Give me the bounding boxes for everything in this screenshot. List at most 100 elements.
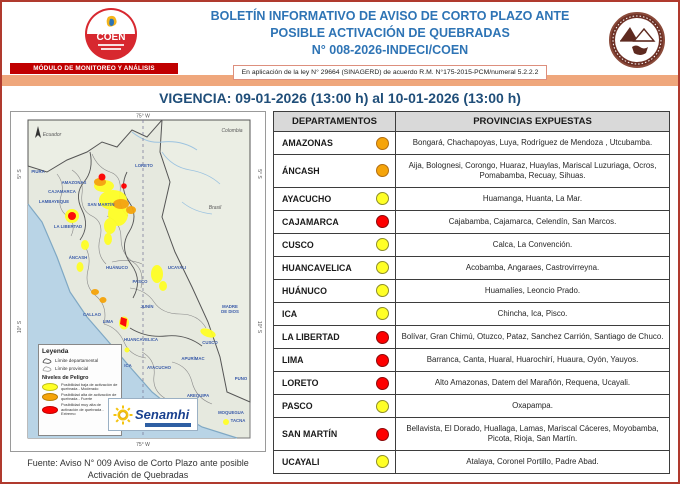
department-name: LA LIBERTAD (282, 332, 340, 343)
indeci-seal-icon (609, 12, 665, 68)
hazard-level-dot (376, 215, 389, 229)
senamhi-wordmark: Senamhi (135, 407, 190, 422)
department-name: AMAZONAS (282, 138, 333, 149)
hazard-level-dot (376, 261, 389, 275)
provinces-list: Huamanga, Huanta, La Mar. (395, 186, 670, 211)
map-label-cajamarca: CAJAMARCA (48, 189, 76, 194)
map-section: Ecuador Colombia PIURA LORETO AMAZONAS CAJAMA… (10, 111, 266, 481)
provinces-list: Barranca, Canta, Huaral, Huarochirí, Hua… (395, 348, 670, 373)
table-row: CAJAMARCA Cajabamba, Cajamarca, Celendín,… (273, 209, 670, 234)
map-label-ecuador: Ecuador (43, 132, 62, 138)
senamhi-tagline-bar (145, 423, 191, 427)
hazard-level-dot (376, 238, 389, 252)
module-banner: MÓDULO DE MONITOREO Y ANÁLISIS (10, 63, 178, 74)
title-line1: BOLETÍN INFORMATIVO DE AVISO DE CORTO PL… (210, 9, 570, 40)
department-name: ÁNCASH (282, 165, 320, 176)
hazard-level-dot (376, 164, 389, 178)
hazard-level-dot (376, 192, 389, 206)
map-label-colombia: Colombia (221, 128, 242, 134)
legend-level-swatch (42, 382, 58, 391)
hazard-level-dot (376, 307, 389, 321)
exposure-table: DEPARTAMENTOS PROVINCIAS EXPUESTAS AMAZO… (273, 111, 670, 475)
table-row: AYACUCHO Huamanga, Huanta, La Mar. (273, 186, 670, 211)
provinces-list: Chincha, Ica, Pisco. (395, 301, 670, 327)
header-departamentos: DEPARTAMENTOS (273, 111, 396, 132)
table-row: UCAYALI Atalaya, Coronel Portillo, Padre … (273, 449, 670, 475)
map-label-piura: PIURA (31, 169, 44, 174)
hazard-blobs (65, 173, 229, 425)
provinces-list: Oxapampa. (395, 394, 670, 419)
legend-level-row: Posibilidad muy alta de activación de qu… (42, 403, 118, 416)
legend-level-swatch (42, 406, 58, 415)
axis-left-upper-label: 5° S (17, 169, 23, 179)
map-label-lambayeque: LAMBAYEQUE (39, 199, 69, 204)
map-label-la-libertad: LA LIBERTAD (54, 224, 82, 229)
provinces-list: Alto Amazonas, Datem del Marañón, Requen… (395, 371, 670, 396)
provinces-list: Aija, Bolognesi, Corongo, Huaraz, Huayla… (395, 154, 670, 188)
map-label-amazonas: AMAZONAS (62, 180, 87, 185)
axis-right-upper-label: 5° S (256, 169, 262, 179)
hazard-level-dot (376, 399, 389, 413)
map-label-san-mart-n: SAN MARTÍN (88, 202, 115, 207)
legend-level-row: Posibilidad alta de activación de quebra… (42, 391, 118, 402)
legend-title: Leyenda (42, 348, 69, 355)
map-label-callao: CALLAO (83, 312, 102, 317)
hazard-level-dot (376, 330, 389, 344)
department-name: CAJAMARCA (282, 216, 339, 227)
map-label-apur-mac: APURÍMAC (181, 356, 204, 361)
coen-acronym-text: COEN (97, 32, 126, 43)
map-label-jun-n: JUNÍN (141, 304, 154, 309)
map-label-madre: MADRE (222, 304, 238, 309)
map-label-arequipa: AREQUIPA (187, 393, 209, 398)
provinces-list: Bolívar, Gran Chimú, Otuzco, Pataz, Sanc… (395, 325, 670, 350)
vigencia-line: VIGENCIA: 09-01-2026 (13:00 h) al 10-01-… (159, 90, 521, 106)
department-name: LIMA (282, 355, 304, 366)
divider-bar (2, 75, 678, 86)
table-row: ICA Chincha, Ica, Pisco. (273, 301, 670, 327)
law-note: En aplicación de la ley N° 29664 (SINAGE… (232, 64, 548, 80)
table-row: LA LIBERTAD Bolívar, Gran Chimú, Otuzco, … (273, 325, 670, 350)
hazard-level-dot (376, 136, 389, 150)
map-label-tacna: TACNA (231, 418, 246, 423)
exposure-table-section: DEPARTAMENTOS PROVINCIAS EXPUESTAS AMAZO… (273, 111, 670, 481)
bulletin-title: BOLETÍN INFORMATIVO DE AVISO DE CORTO PL… (182, 8, 598, 59)
header: COEN MÓDULO DE MONITOREO Y ANÁLISIS BOLE… (2, 2, 678, 80)
map-label-de-dios: DE DIOS (221, 309, 239, 314)
legend-level-label: Posibilidad alta de activación de quebra… (61, 391, 117, 402)
map-label-ucayali: UCAYALI (168, 265, 186, 270)
legend-boundary-label: Límite departamental (55, 358, 99, 363)
source-caption: Fuente: Aviso N° 009 Aviso de Corto Plaz… (27, 458, 249, 481)
department-name: LORETO (282, 378, 319, 389)
table-row: AMAZONAS Bongará, Chachapoyas, Luya, Rodr… (273, 130, 670, 156)
department-name: ICA (282, 308, 298, 319)
department-name: HUANCAVELICA (282, 262, 352, 273)
map-label--ncash: ÁNCASH (69, 255, 87, 260)
legend-level-label: Posibilidad baja de activación de quebra… (61, 381, 118, 391)
provinces-list: Cajabamba, Cajamarca, Celendín, San Marc… (395, 209, 670, 234)
table-row: SAN MARTÍN Bellavista, El Dorado, Huallag… (273, 417, 670, 451)
map-label-cusco: CUSCO (202, 340, 218, 345)
legend-level-label: Posibilidad muy alta de activación de qu… (61, 402, 104, 417)
map-label-loreto: LORETO (135, 163, 153, 168)
legend-level-row: Posibilidad baja de activación de quebra… (42, 381, 118, 392)
hazard-level-dot (376, 455, 389, 469)
department-name: HUÁNUCO (282, 285, 327, 296)
department-name: SAN MARTÍN (282, 429, 338, 440)
department-name: PASCO (282, 401, 313, 412)
axis-left-lower-label: 10° S (17, 320, 23, 333)
hazard-level-dot (376, 353, 389, 367)
legend-levels-title: Niveles de Peligro (42, 375, 89, 381)
map-label-lima: LIMA (103, 319, 114, 324)
header-provincias: PROVINCIAS EXPUESTAS (395, 111, 670, 132)
provinces-list: Huamalíes, Leoncio Prado. (395, 278, 670, 303)
table-row: ÁNCASH Aija, Bolognesi, Corongo, Huaraz, … (273, 154, 670, 188)
map-label-ica: ICA (124, 363, 131, 368)
map-label-pasco: PASCO (133, 279, 149, 284)
compass-icon (35, 126, 41, 138)
table-row: PASCO Oxapampa. (273, 394, 670, 419)
coen-logo: COEN (85, 8, 137, 60)
hazard-level-dot (376, 427, 389, 441)
table-row: LORETO Alto Amazonas, Datem del Marañón, … (273, 371, 670, 396)
map-label-huancavelica: HUANCAVELICA (124, 337, 158, 342)
